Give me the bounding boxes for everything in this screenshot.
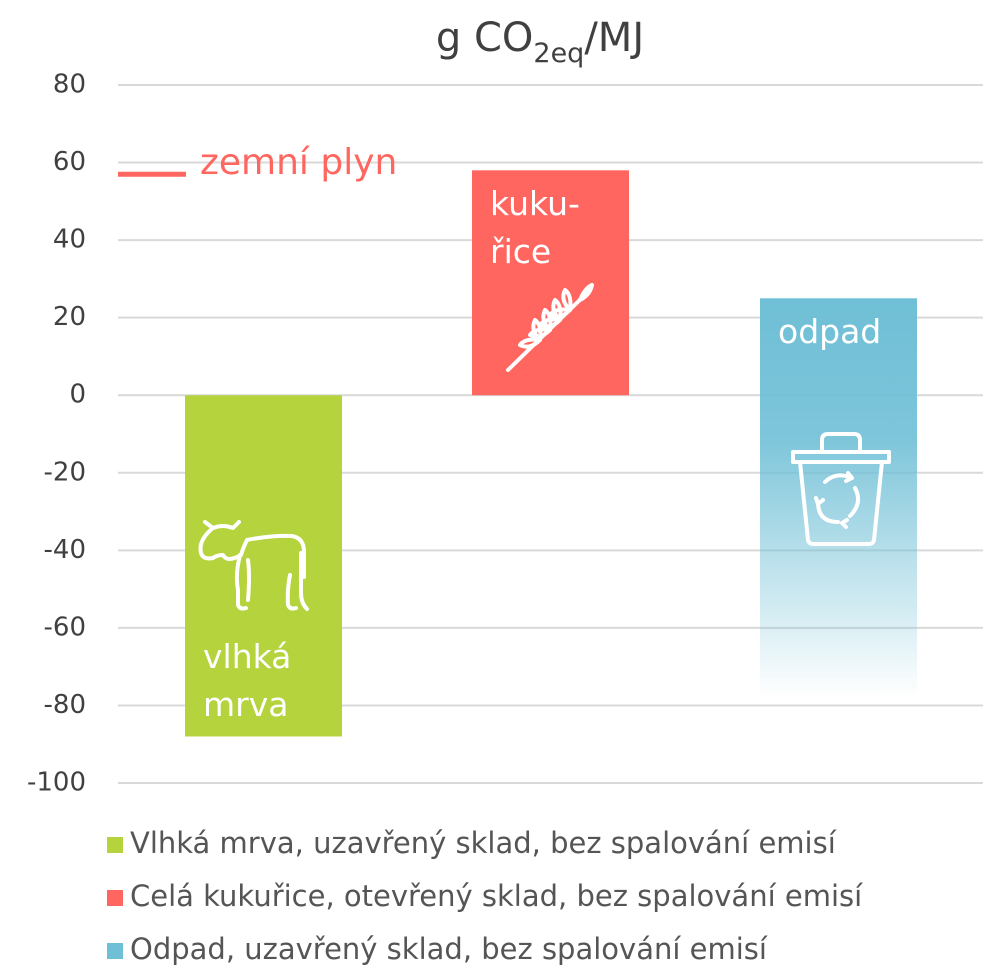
- bin-icon: [791, 432, 891, 546]
- legend-swatch: [107, 837, 123, 853]
- legend-swatch: [107, 943, 123, 959]
- bar-label: řice: [490, 232, 551, 271]
- bar: [185, 395, 342, 737]
- bar-label: kuku-: [490, 184, 580, 223]
- y-tick-label: -20: [44, 457, 86, 487]
- bar: [472, 170, 629, 396]
- y-tick-label: -60: [44, 612, 86, 642]
- y-tick-label: 20: [53, 302, 86, 332]
- y-tick-label: -80: [44, 690, 86, 720]
- y-tick-label: -100: [27, 768, 86, 798]
- legend-swatch: [107, 890, 123, 906]
- y-tick-label: 60: [53, 147, 86, 177]
- wheat-icon: [506, 283, 594, 372]
- legend-label: Celá kukuřice, otevřený sklad, bez spalo…: [130, 879, 863, 913]
- cow-icon: [198, 520, 309, 611]
- y-tick-label: 80: [53, 70, 86, 100]
- y-tick-label: 40: [53, 225, 86, 255]
- legend-label: Odpad, uzavřený sklad, bez spalování emi…: [130, 932, 768, 966]
- bar-label: mrva: [203, 685, 288, 724]
- bar-label: odpad: [778, 312, 881, 351]
- bar-label: vlhká: [203, 637, 291, 676]
- chart-title: g CO2eq/MJ: [436, 15, 644, 69]
- y-tick-label: 0: [69, 380, 86, 410]
- y-tick-label: -40: [44, 535, 86, 565]
- bar: [760, 298, 917, 698]
- reference-label: zemní plyn: [200, 142, 397, 183]
- legend-label: Vlhká mrva, uzavřený sklad, bez spalován…: [130, 826, 837, 860]
